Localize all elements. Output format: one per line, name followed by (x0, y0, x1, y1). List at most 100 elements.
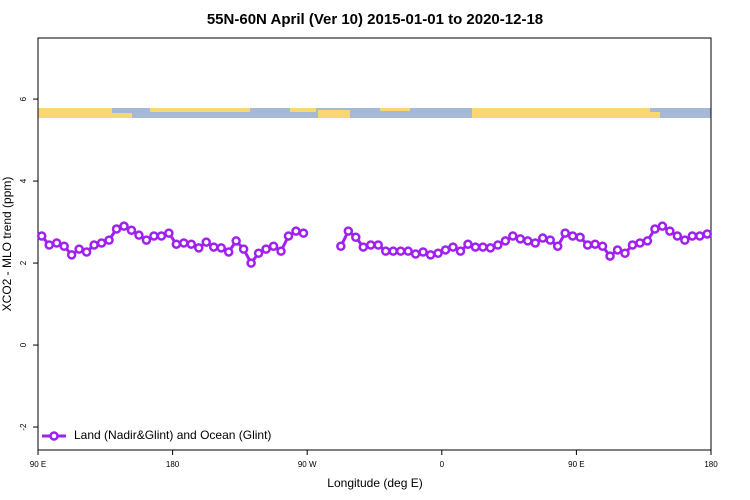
data-point (695, 231, 705, 241)
land-ocean-strip (38, 108, 711, 118)
data-point (59, 241, 69, 252)
land (318, 110, 350, 118)
data-point (642, 236, 653, 246)
data-point (395, 246, 406, 256)
data-point (164, 228, 174, 238)
data-point (358, 242, 369, 252)
land (380, 108, 410, 111)
data-point (463, 239, 473, 249)
x-tick-label: 90 W (298, 460, 317, 469)
data-point (104, 235, 114, 245)
y-tick-label: 0 (19, 342, 28, 347)
data-point (194, 243, 204, 253)
data-point (455, 246, 466, 256)
data-point (597, 241, 608, 252)
land (150, 108, 250, 112)
data-point (425, 250, 436, 260)
data-point (96, 238, 107, 248)
data-point (81, 247, 92, 257)
legend-marker (49, 431, 59, 441)
data-point (470, 242, 481, 252)
data-point (51, 238, 62, 248)
data-point (238, 244, 249, 254)
plot-frame (37, 37, 712, 451)
data-point (418, 247, 428, 257)
data-point (567, 231, 578, 241)
data-point (171, 239, 182, 249)
data-point (231, 236, 241, 246)
data-point (179, 238, 189, 248)
land (38, 108, 112, 118)
data-point (373, 240, 383, 250)
data-point (111, 224, 122, 234)
data-point (672, 231, 683, 241)
land (112, 113, 132, 118)
data-point (552, 241, 563, 252)
data-point (283, 231, 294, 241)
data-point (351, 232, 361, 242)
land (650, 112, 660, 118)
data-point (208, 242, 219, 252)
data-point (149, 231, 159, 241)
data-point (410, 249, 421, 259)
ocean (38, 108, 711, 118)
data-point (515, 234, 526, 244)
data-point (627, 240, 638, 250)
data-point (635, 238, 645, 248)
data-point (478, 242, 488, 252)
data-point (119, 221, 129, 231)
data-point (500, 236, 511, 246)
data-point (702, 229, 713, 239)
x-axis-label: Longitude (deg E) (327, 476, 422, 490)
data-point (276, 246, 286, 256)
x-tick-label: 180 (166, 460, 180, 469)
land (290, 108, 316, 112)
data-point (582, 240, 593, 250)
data-point (493, 240, 503, 250)
data-point (545, 235, 555, 245)
y-axis-label: XCO2 - MLO trend (ppm) (0, 177, 14, 312)
data-point (156, 231, 167, 241)
data-point (687, 231, 698, 241)
data-point (261, 244, 271, 254)
data-point (366, 240, 376, 250)
data-point (66, 250, 77, 260)
y-tick-label: 4 (19, 178, 28, 183)
x-tick-label: 90 E (568, 460, 584, 469)
data-point (665, 226, 675, 236)
data-point (523, 236, 533, 246)
land (472, 108, 650, 118)
data-point (538, 233, 548, 243)
y-tick-label: 2 (19, 260, 28, 265)
chart-title: 55N-60N April (Ver 10) 2015-01-01 to 202… (207, 11, 543, 28)
data-point (650, 224, 660, 234)
data-point (246, 258, 256, 268)
data-point (36, 231, 47, 241)
data-point (620, 248, 630, 258)
data-point (201, 237, 211, 247)
data-point (575, 232, 585, 242)
y-tick-label: 6 (19, 96, 28, 101)
data-point (448, 242, 458, 252)
data-point (612, 245, 623, 255)
data-point (141, 235, 152, 245)
y-tick-label: -2 (19, 423, 28, 431)
data-point (74, 244, 84, 254)
data-point (388, 246, 398, 256)
data-point (291, 226, 301, 236)
data-point (134, 230, 144, 240)
data-point (253, 248, 264, 258)
data-point (657, 221, 668, 231)
data-point (186, 239, 197, 249)
data-point (530, 238, 541, 248)
data-point (380, 246, 391, 256)
x-tick-label: 0 (440, 460, 445, 469)
data-point (560, 228, 570, 238)
data-point (298, 228, 309, 238)
data-point (403, 246, 413, 256)
data-point (590, 239, 600, 249)
data-point (508, 231, 518, 241)
data-point (216, 243, 226, 253)
data-point (440, 245, 451, 255)
